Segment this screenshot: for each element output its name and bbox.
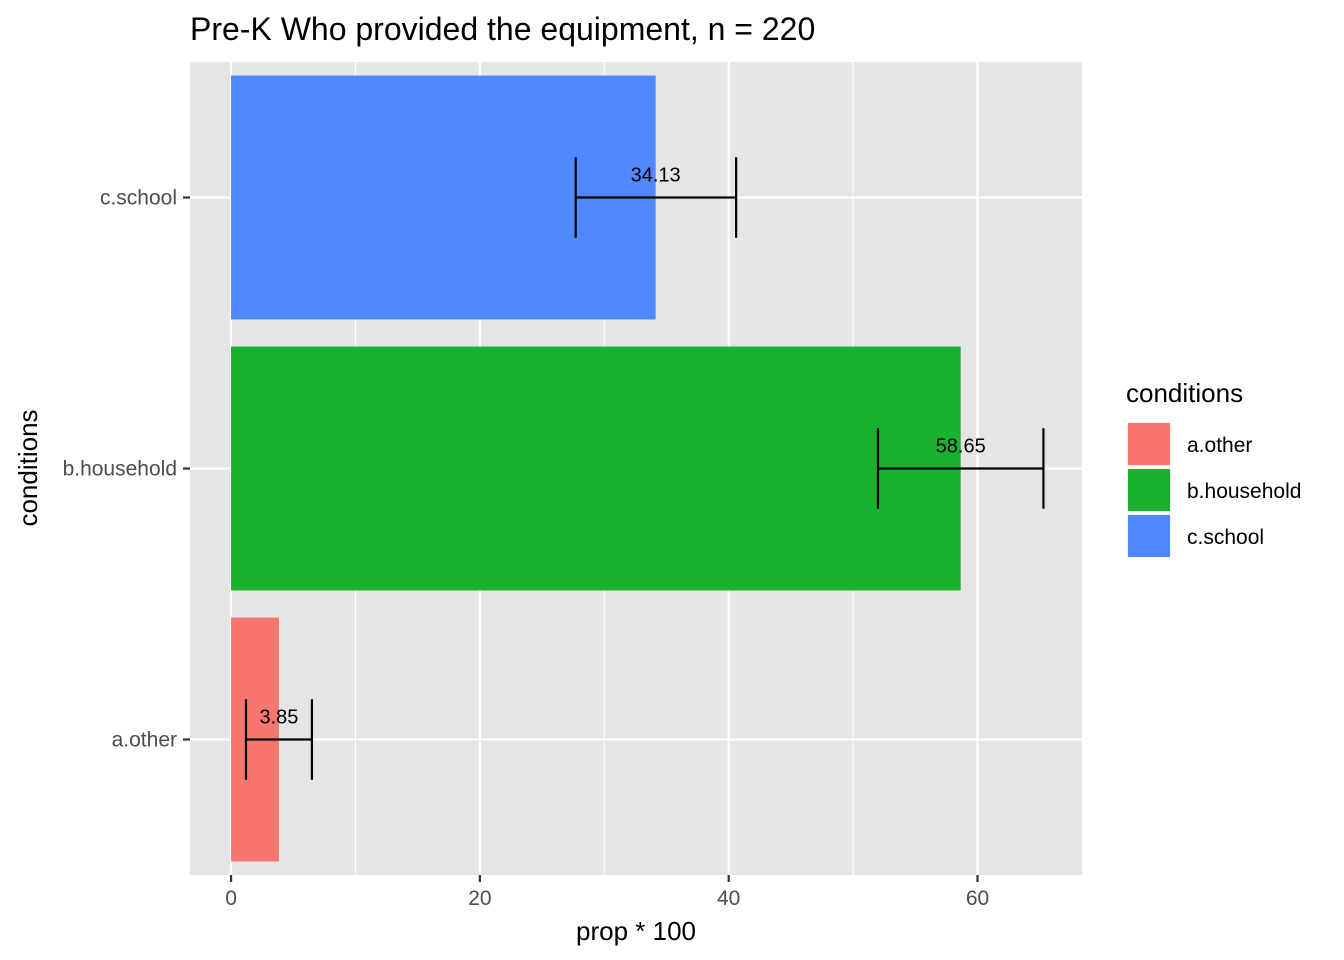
y-axis-title: conditions <box>13 409 43 526</box>
legend-title: conditions <box>1126 378 1243 408</box>
x-axis: 0 20 40 60 <box>225 875 989 910</box>
legend-key-a.other <box>1128 423 1170 465</box>
x-tick-label: 60 <box>966 887 989 910</box>
value-label-a.other: 3.85 <box>259 707 298 729</box>
legend-label: b.household <box>1187 480 1301 503</box>
value-label-b.household: 58.65 <box>936 436 986 458</box>
y-axis: a.other b.household c.school <box>63 187 190 752</box>
error-bars <box>244 157 1045 780</box>
y-tick-label: a.other <box>112 729 177 752</box>
x-tick-label: 40 <box>717 887 740 910</box>
y-tick-label: c.school <box>100 187 177 210</box>
legend-key-c.school <box>1128 515 1170 557</box>
chart-title: Pre-K Who provided the equipment, n = 22… <box>190 11 815 47</box>
value-labels: 3.85 58.65 34.13 <box>259 165 985 729</box>
legend: conditions a.other b.household c.school <box>1126 378 1301 558</box>
x-axis-title: prop * 100 <box>576 916 696 946</box>
x-tick-label: 0 <box>225 887 237 910</box>
y-tick-label: b.household <box>63 458 177 481</box>
legend-key-b.household <box>1128 469 1170 511</box>
x-tick-label: 20 <box>468 887 491 910</box>
value-label-c.school: 34.13 <box>631 165 681 187</box>
legend-label: a.other <box>1187 434 1252 457</box>
legend-label: c.school <box>1187 526 1264 549</box>
bar-b.household <box>231 346 961 591</box>
